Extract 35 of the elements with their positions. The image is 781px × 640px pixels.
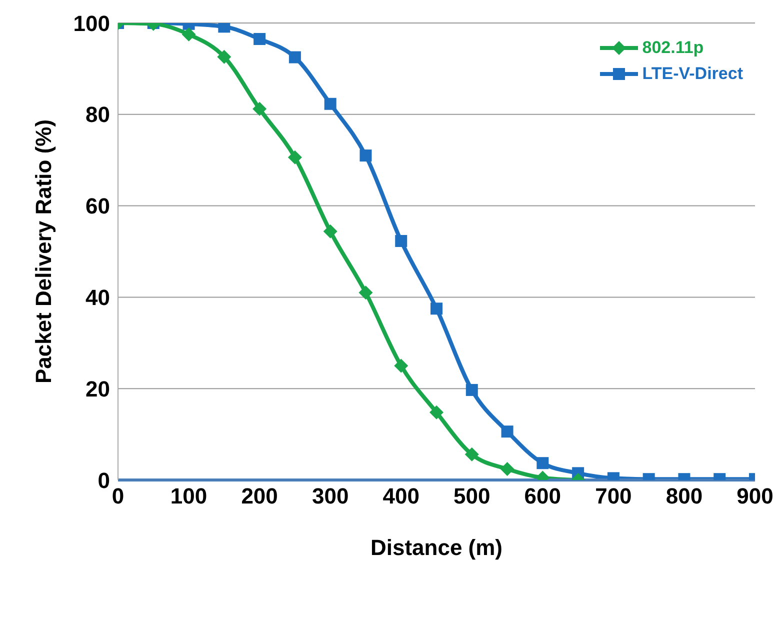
point (358, 286, 373, 300)
x-axis-title: Distance (m) (370, 535, 503, 560)
point (395, 234, 408, 247)
point (430, 405, 444, 420)
x-tick-label: 600 (524, 484, 562, 509)
point (323, 224, 338, 238)
point (466, 384, 478, 396)
y-tick-label: 40 (86, 285, 110, 310)
point (394, 358, 408, 373)
point (360, 150, 372, 162)
point (217, 50, 232, 64)
y-axis-title: Packet Delivery Ratio (%) (30, 119, 56, 384)
point (254, 32, 266, 45)
x-tick-label: 700 (595, 484, 632, 509)
y-tick-label: 80 (86, 102, 110, 128)
y-tick-label: 100 (73, 10, 110, 36)
x-tick-label: 500 (454, 484, 490, 509)
legend-label: LTE-V-Direct (642, 64, 743, 84)
x-tick-label: 100 (170, 484, 208, 509)
x-tick-label: 200 (241, 484, 278, 509)
point (430, 302, 442, 315)
point (182, 27, 196, 42)
x-tick-label: 800 (666, 484, 703, 509)
y-tick-label: 20 (86, 376, 110, 402)
point (288, 150, 302, 164)
point (324, 98, 336, 110)
point (464, 447, 479, 462)
point (288, 51, 301, 64)
x-tick-label: 900 (736, 484, 774, 509)
x-tick-label: 400 (382, 484, 420, 509)
y-tick-label: 60 (86, 194, 110, 219)
legend-label: 802.11p (642, 38, 704, 58)
point (252, 102, 267, 116)
x-tick-label: 300 (312, 484, 349, 509)
y-tick-label: 0 (98, 468, 110, 493)
